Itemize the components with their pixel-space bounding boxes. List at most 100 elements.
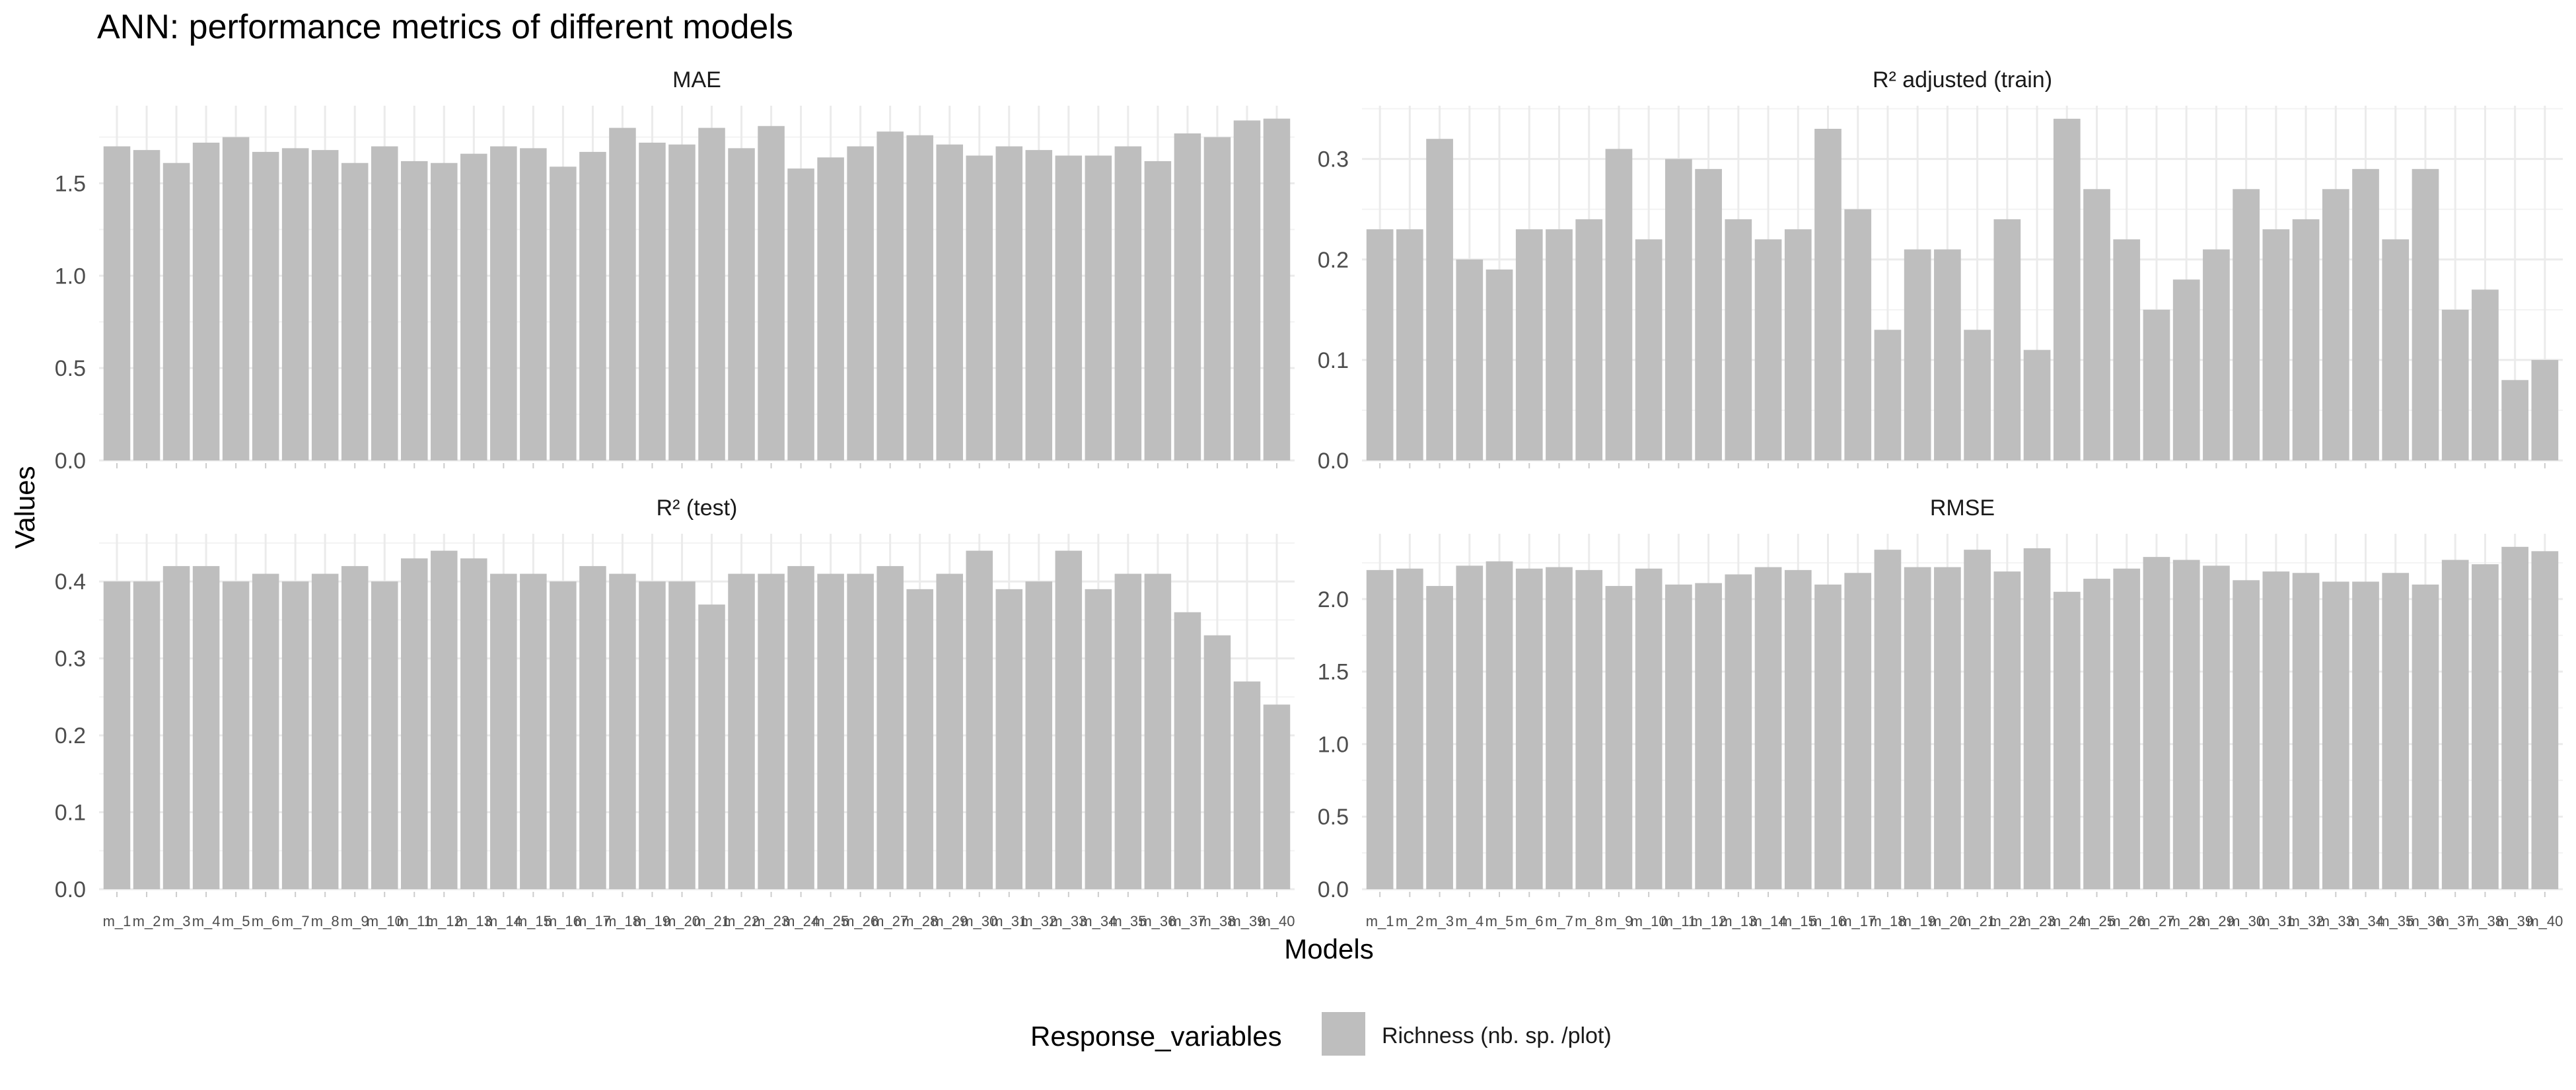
bar-rmse-m-13 [1725,574,1752,889]
y-tick-label: 0.2 [1318,248,1349,273]
x-tick-label: m_7 [1545,913,1573,929]
bar-r-adjusted-train-m-5 [1485,269,1513,460]
bar-rmse-m-38 [2472,564,2499,889]
bar-rmse-m-40 [2531,551,2559,889]
x-tick-label: m_23 [753,913,789,929]
x-tick-label: m_26 [842,913,878,929]
bar-r-adjusted-train-m-32 [2292,219,2320,460]
bar-mae-m-4 [192,142,220,460]
bar-mae-m-25 [817,157,844,460]
bar-rmse-m-25 [2083,579,2110,889]
bar-r-adjusted-train-m-24 [2053,118,2081,461]
bar-mae-m-28 [906,135,933,460]
y-tick-label: 0.3 [1318,147,1349,172]
bar-r-adjusted-train-m-20 [1934,249,1961,460]
bar-mae-m-8 [311,150,339,460]
bar-r-test-m-32 [1025,581,1053,889]
x-tick-label: m_31 [991,913,1027,929]
bar-r-test-m-7 [281,581,309,889]
bar-rmse-m-6 [1515,568,1543,889]
x-tick-label: m_19 [1900,913,1936,929]
bar-r-test-m-4 [192,565,220,889]
bar-r-test-m-35 [1114,573,1142,889]
x-tick-label: m_40 [2526,913,2563,929]
bar-rmse-m-36 [2412,584,2439,889]
bar-r-adjusted-train-m-1 [1366,229,1394,460]
bar-r-test-m-5 [222,581,250,889]
x-tick-label: m_1 [103,913,131,929]
bar-rmse-m-16 [1814,584,1842,889]
x-tick-label: m_8 [311,913,340,929]
bar-r-adjusted-train-m-10 [1635,239,1663,460]
bar-mae-m-35 [1114,146,1142,460]
x-tick-label: m_15 [515,913,552,929]
x-tick-label: m_39 [1229,913,1265,929]
x-tick-label: m_16 [545,913,581,929]
x-tick-label: m_34 [1080,913,1116,929]
bar-r-adjusted-train-m-25 [2083,189,2110,460]
y-tick-label: 0.5 [55,356,86,381]
bar-mae-m-37 [1174,133,1201,460]
x-tick-label: m_16 [1810,913,1846,929]
bar-r-test-m-26 [847,573,874,889]
bar-mae-m-1 [103,146,131,460]
bar-rmse-m-10 [1635,568,1663,889]
bar-mae-m-26 [847,146,874,460]
bar-r-test-m-21 [698,604,725,889]
x-axis-title: Models [1284,933,1373,964]
bar-r-adjusted-train-m-28 [2172,279,2200,460]
bar-rmse-m-33 [2322,581,2349,889]
y-tick-label: 0.3 [55,647,86,672]
bar-r-test-m-29 [936,573,963,889]
x-tick-label: m_12 [426,913,462,929]
x-tick-label: m_12 [1690,913,1727,929]
x-tick-label: m_11 [397,913,432,929]
x-tick-label: m_36 [2407,913,2443,929]
x-tick-label: m_19 [634,913,670,929]
bar-r-test-m-22 [728,573,755,889]
bar-r-test-m-33 [1055,550,1083,889]
bar-r-adjusted-train-m-16 [1814,128,1842,461]
x-tick-label: m_35 [2377,913,2414,929]
x-tick-label: m_29 [931,913,968,929]
bar-mae-m-30 [966,155,993,460]
x-tick-label: m_9 [341,913,369,929]
bar-r-test-m-38 [1203,635,1231,889]
y-tick-label: 0.0 [55,449,86,474]
bar-r-test-m-25 [817,573,844,889]
bar-mae-m-31 [995,146,1023,460]
x-tick-label: m_9 [1605,913,1633,929]
bar-mae-m-5 [222,137,250,460]
bar-r-test-m-24 [787,565,814,889]
chart-title: ANN: performance metrics of different mo… [97,8,793,46]
y-tick-label: 0.0 [1318,877,1349,902]
legend: Response_variables Richness (nb. sp. /pl… [1030,1012,1612,1056]
bar-rmse-m-15 [1784,569,1812,889]
bar-rmse-m-8 [1575,569,1603,889]
bar-rmse-m-9 [1605,586,1633,889]
x-tick-label: m_13 [456,913,492,929]
bar-r-adjusted-train-m-18 [1874,330,1902,460]
x-tick-label: m_25 [2079,913,2115,929]
x-tick-label: m_5 [1485,913,1514,929]
bar-r-test-m-18 [609,573,636,889]
bar-r-adjusted-train-m-37 [2441,309,2469,460]
y-tick-label: 1.0 [1318,732,1349,757]
x-tick-label: m_31 [2258,913,2294,929]
bar-r-test-m-12 [431,550,458,889]
x-tick-label: m_15 [1780,913,1816,929]
x-tick-label: m_13 [1720,913,1756,929]
x-tick-label: m_3 [1425,913,1454,929]
x-tick-label: m_23 [2019,913,2056,929]
bar-mae-m-19 [639,142,666,460]
bar-mae-m-21 [698,127,725,460]
bar-mae-m-18 [609,127,636,460]
bar-r-test-m-10 [371,581,398,889]
x-tick-label: m_3 [162,913,191,929]
bar-rmse-m-35 [2382,573,2410,889]
bar-r-adjusted-train-m-15 [1784,229,1812,460]
bar-mae-m-38 [1203,137,1231,460]
x-tick-label: m_37 [1169,913,1205,929]
bar-r-test-m-3 [162,565,190,889]
